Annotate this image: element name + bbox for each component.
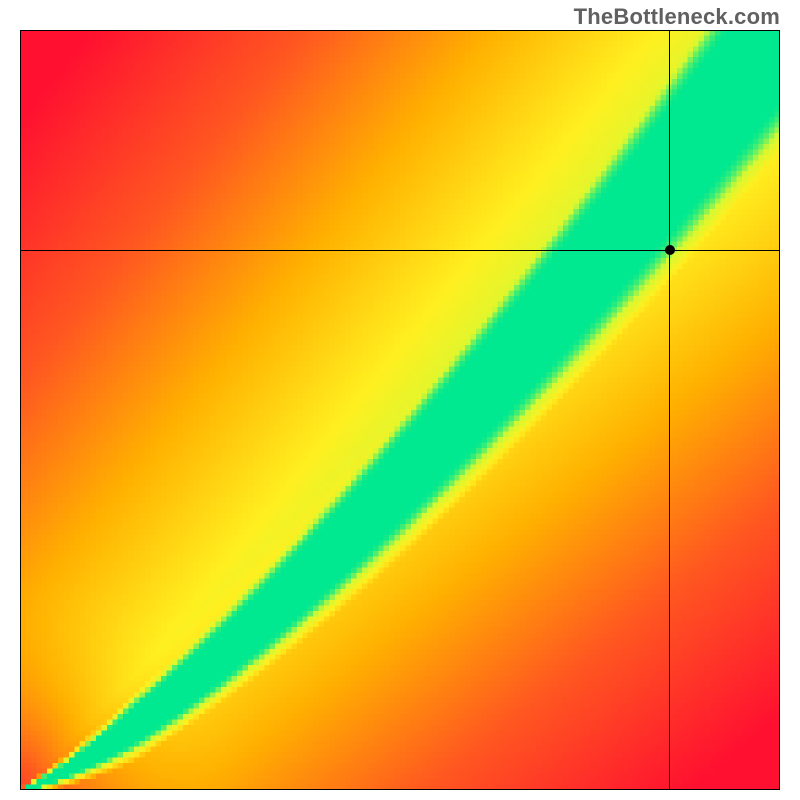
crosshair-marker <box>665 245 675 255</box>
root-container: TheBottleneck.com <box>0 0 800 800</box>
crosshair-vertical <box>669 30 670 790</box>
watermark-text: TheBottleneck.com <box>574 4 780 30</box>
bottleneck-heatmap <box>20 30 780 790</box>
